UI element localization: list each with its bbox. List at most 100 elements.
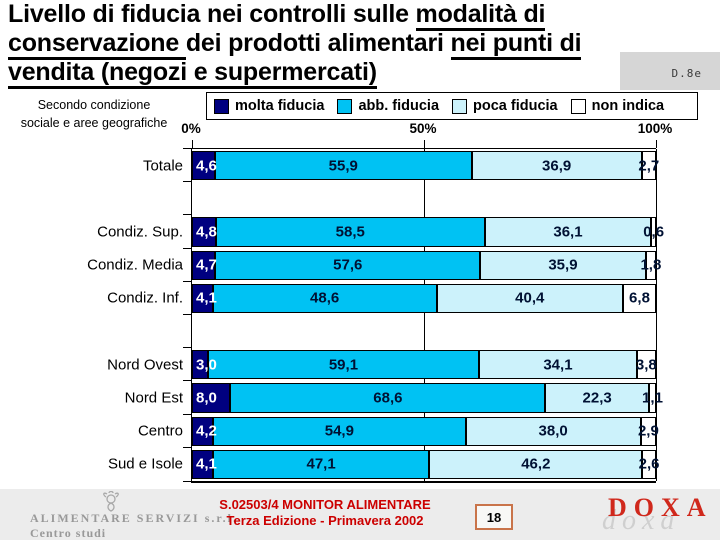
bar-value-label: 2,6 bbox=[638, 455, 660, 473]
category-axis-tick bbox=[183, 181, 191, 183]
bar-value-label: 0,6 bbox=[643, 223, 665, 241]
bar-segment-2: 36,1 bbox=[484, 217, 652, 247]
category-axis-tick bbox=[183, 380, 191, 382]
bar-value-label: 2,7 bbox=[638, 157, 660, 175]
bar-segment-2: 22,3 bbox=[545, 383, 649, 413]
breakdown-note-line2: sociale e aree geografiche bbox=[20, 116, 168, 130]
bar-value-label: 68,6 bbox=[373, 389, 403, 407]
doxa-logo-watermark: doxa bbox=[602, 505, 681, 536]
bar-value-label: 48,6 bbox=[310, 289, 340, 307]
category-label: Nord Ovest bbox=[107, 356, 183, 374]
bar-segment-0: 3,0 bbox=[192, 350, 217, 380]
chart-plot-area: Totale 4,6 55,9 36,9 2,7 Condiz. Sup. 4,8 58,5 3… bbox=[87, 140, 664, 483]
x-axis-tick-0 bbox=[192, 140, 193, 148]
chart-rows: Totale 4,6 55,9 36,9 2,7 Condiz. Sup. 4,8 58,5 3… bbox=[87, 148, 664, 483]
x-tick-label-50: 50% bbox=[409, 121, 437, 136]
study-line2: Terza Edizione - Primavera 2002 bbox=[226, 513, 424, 528]
chart-row: Nord Est 8,0 68,6 22,3 1,1 bbox=[125, 380, 663, 414]
category-axis-tick bbox=[183, 481, 191, 483]
title-segment: Livello di fiducia nei controlli sulle bbox=[8, 0, 416, 28]
bar-value-label: 58,5 bbox=[335, 223, 365, 241]
legend-item-1: abb. fiducia bbox=[337, 98, 439, 114]
bar-segment-3: 2,6 bbox=[639, 449, 660, 480]
chart-row-gap bbox=[183, 314, 656, 348]
category-label: Nord Est bbox=[124, 389, 183, 407]
bar-segment-3: 2,9 bbox=[637, 416, 659, 446]
category-label: Centro bbox=[137, 422, 183, 440]
title-segment: dei prodotti alimentari bbox=[185, 29, 451, 57]
org-name: ALIMENTARE SERVIZI s.r.l. bbox=[30, 511, 238, 525]
stacked-bar: 4,7 57,6 35,9 1,8 bbox=[192, 250, 661, 280]
chart-row: Totale 4,6 55,9 36,9 2,7 bbox=[143, 148, 660, 182]
bar-segment-3: 0,6 bbox=[643, 217, 664, 247]
category-label: Condiz. Media bbox=[87, 256, 183, 274]
chart-row: Condiz. Media 4,7 57,6 35,9 1,8 bbox=[87, 247, 661, 282]
legend-item-2: poca fiducia bbox=[452, 98, 558, 114]
doxa-logo-text: DOXA bbox=[608, 493, 713, 522]
bar-value-label: 2,9 bbox=[637, 422, 659, 440]
bar-value-label: 3,8 bbox=[635, 356, 657, 374]
bar-segment-2: 36,9 bbox=[471, 151, 642, 181]
breakdown-note-line1: Secondo condizione bbox=[37, 98, 151, 112]
legend-swatch-3 bbox=[570, 98, 586, 114]
page-number: 18 bbox=[486, 509, 502, 525]
bar-value-label: 40,4 bbox=[515, 289, 545, 307]
org-block: ALIMENTARE SERVIZI s.r.l. Centro studi bbox=[30, 511, 238, 541]
bar-value-label: 34,1 bbox=[543, 356, 573, 374]
bar-segment-1: 54,9 bbox=[213, 416, 466, 446]
bar-segment-0: 4,1 bbox=[192, 449, 217, 480]
legend-item-0: molta fiducia bbox=[214, 98, 324, 114]
bar-segment-2: 35,9 bbox=[480, 250, 646, 280]
bar-value-label: 1,1 bbox=[642, 389, 663, 407]
x-axis-tick-50 bbox=[424, 140, 425, 148]
category-axis-tick bbox=[183, 314, 191, 316]
bar-value-label: 4,7 bbox=[196, 256, 217, 274]
category-label: Condiz. Inf. bbox=[107, 289, 183, 307]
chart-row: Condiz. Inf. 4,1 48,6 40,4 6,8 bbox=[107, 280, 656, 315]
bar-value-label: 4,2 bbox=[196, 422, 217, 440]
chart-row: Nord Ovest 3,0 59,1 34,1 3,8 bbox=[107, 347, 657, 381]
stacked-bar: 4,1 48,6 40,4 6,8 bbox=[192, 283, 656, 314]
title-segment-underlined: nei punti di bbox=[450, 29, 582, 60]
stacked-bar: 4,8 58,5 36,1 0,6 bbox=[192, 217, 664, 247]
page-number-box: 18 bbox=[475, 504, 513, 530]
bar-segment-2: 40,4 bbox=[436, 283, 623, 314]
bar-segment-1: 48,6 bbox=[212, 283, 437, 314]
chart-legend: molta fiducia abb. fiducia poca fiducia non… bbox=[206, 92, 698, 120]
bar-value-label: 8,0 bbox=[196, 389, 217, 407]
category-label: Totale bbox=[142, 157, 183, 175]
stacked-bar: 8,0 68,6 22,3 1,1 bbox=[192, 383, 663, 413]
bar-value-label: 22,3 bbox=[582, 389, 612, 407]
bar-value-label: 4,1 bbox=[196, 289, 217, 307]
bar-segment-1: 55,9 bbox=[214, 151, 472, 181]
title-segment-underlined: conservazione bbox=[8, 29, 186, 60]
x-tick-label-100: 100% bbox=[637, 121, 673, 136]
footer: ALIMENTARE SERVIZI s.r.l. Centro studi S… bbox=[0, 489, 720, 540]
bar-value-label: 46,2 bbox=[521, 455, 551, 473]
category-axis-tick bbox=[183, 148, 191, 149]
bar-value-label: 59,1 bbox=[328, 356, 359, 374]
category-axis-tick bbox=[183, 446, 191, 448]
chart-row: Condiz. Sup. 4,8 58,5 36,1 0,6 bbox=[97, 214, 664, 248]
x-tick-label-0: 0% bbox=[181, 121, 201, 136]
legend-swatch-0 bbox=[214, 98, 229, 114]
category-axis-tick bbox=[183, 413, 191, 415]
alimentare-crest-icon bbox=[103, 491, 119, 512]
bar-value-label: 3,0 bbox=[196, 356, 217, 374]
bar-value-label: 4,8 bbox=[196, 223, 217, 241]
bar-segment-3: 6,8 bbox=[622, 283, 656, 314]
bar-value-label: 38,0 bbox=[538, 422, 568, 440]
bar-segment-1: 59,1 bbox=[207, 350, 480, 380]
corner-shade bbox=[620, 52, 720, 90]
legend-label-3: non indica bbox=[591, 98, 665, 114]
legend-label-1: abb. fiducia bbox=[358, 98, 440, 114]
category-axis-tick bbox=[183, 214, 191, 216]
bar-segment-3: 1,8 bbox=[640, 250, 661, 280]
chart-row: Sud e Isole 4,1 47,1 46,2 2,6 bbox=[108, 446, 660, 483]
study-reference: S.02503/4 MONITOR ALIMENTARE Terza Edizi… bbox=[190, 497, 460, 529]
category-label: Sud e Isole bbox=[107, 455, 183, 473]
bar-segment-1: 47,1 bbox=[212, 449, 430, 480]
legend-swatch-2 bbox=[452, 98, 468, 114]
category-axis-tick bbox=[183, 347, 191, 349]
